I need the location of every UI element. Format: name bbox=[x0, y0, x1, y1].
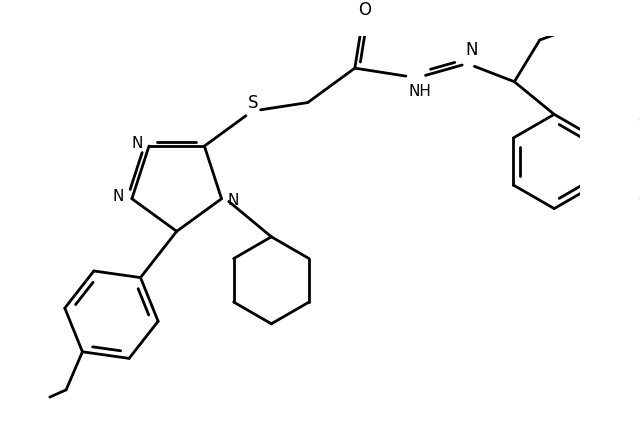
Text: O: O bbox=[638, 191, 640, 210]
Text: N: N bbox=[465, 41, 478, 59]
Text: O: O bbox=[638, 112, 640, 130]
Text: S: S bbox=[248, 94, 259, 111]
Text: N: N bbox=[113, 190, 124, 204]
Text: N: N bbox=[228, 193, 239, 208]
Text: N: N bbox=[132, 136, 143, 151]
Text: NH: NH bbox=[409, 84, 431, 99]
Text: O: O bbox=[358, 1, 371, 19]
